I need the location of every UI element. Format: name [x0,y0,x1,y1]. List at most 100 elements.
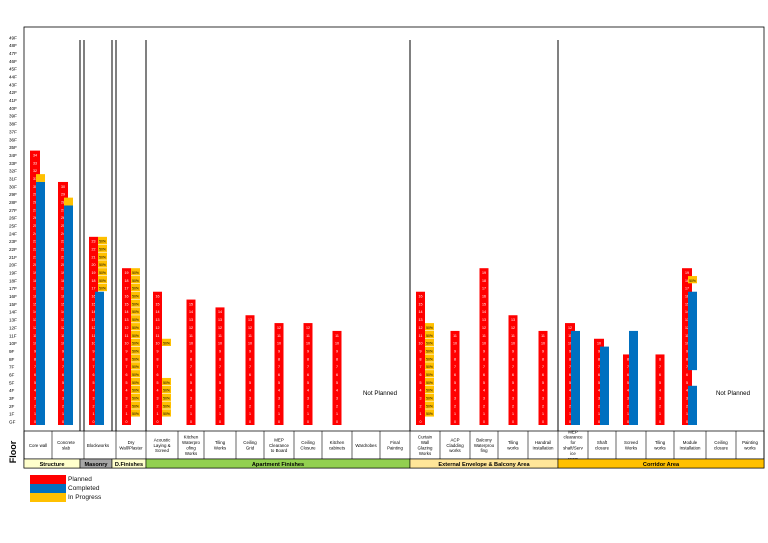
planned-floor-label: 3 [420,396,422,400]
legend-swatch-completed [30,484,66,493]
planned-floor-label: 9 [420,349,422,353]
in-progress-percent: 50% [99,240,106,244]
planned-floor-label: 4 [569,389,571,393]
planned-floor-label: 9 [454,349,456,353]
planned-floor-label: 5 [93,381,95,385]
planned-floor-label: 7 [598,365,600,369]
planned-floor-label: 12 [685,326,689,330]
completed-bar [95,291,104,425]
in-progress-cell [162,338,171,346]
planned-floor-label: 4 [93,389,95,393]
planned-bar [153,291,162,425]
legend-label-in-progress: In Progress [68,494,102,501]
category-label-line: Cladding [446,443,464,448]
group-label: Structure [40,462,65,468]
category-label-line: Blockworks [87,443,110,448]
planned-floor-label: 4 [483,389,485,393]
category-label: Acoustic Laying & Screed [153,437,171,453]
planned-floor-label: 8 [278,357,280,361]
planned-floor-label: 4 [157,389,159,393]
in-progress-cell [131,346,140,354]
in-progress-cell [688,276,697,284]
planned-floor-label: 14 [685,310,689,314]
planned-floor-label: 26 [33,216,37,220]
planned-floor-label: 12 [33,326,37,330]
legend-item-planned: Planned [30,475,101,484]
planned-floor-label: 3 [483,396,485,400]
floor-tick-label: 37F [9,129,17,134]
planned-floor-label: 13 [248,318,252,322]
planned-floor-label: 1 [686,412,688,416]
planned-bar [89,236,98,425]
in-progress-percent: 50% [132,412,139,416]
planned-floor-label: 0 [420,420,422,424]
floor-tick-label: 38F [9,122,17,127]
planned-floor-label: 9 [249,349,251,353]
planned-floor-label: 6 [336,373,338,377]
in-progress-percent: 50% [426,326,433,330]
planned-floor-label: 12 [511,326,515,330]
planned-floor-label: 13 [92,318,96,322]
category-label-line: Grid [246,446,255,451]
planned-floor-label: 1 [454,412,456,416]
planned-floor-label: 6 [420,373,422,377]
planned-floor-label: 31 [33,177,37,181]
planned-floor-label: 11 [335,334,339,338]
planned-floor-label: 15 [189,302,193,306]
planned-floor-label: 16 [482,295,486,299]
planned-floor-label: 9 [569,349,571,353]
planned-floor-label: 30 [61,185,65,189]
planned-floor-label: 6 [126,373,128,377]
planned-floor-label: 11 [685,334,689,338]
planned-floor-label: 7 [420,365,422,369]
planned-floor-label: 2 [569,404,571,408]
planned-floor-label: 12 [218,326,222,330]
in-progress-percent: 50% [132,404,139,408]
planned-floor-label: 6 [542,373,544,377]
planned-bar [682,268,692,425]
planned-floor-label: 24 [61,232,65,236]
planned-floor-label: 12 [156,326,160,330]
in-progress-percent: 50% [132,334,139,338]
planned-floor-label: 3 [454,396,456,400]
category-label-line: cabinets [329,446,346,451]
floor-tick-label: 17F [9,286,17,291]
category-label-line: Kitchen [330,440,345,445]
in-progress-cell [131,393,140,401]
category-label: Ceiling Closure [300,440,316,450]
in-progress-percent: 50% [99,279,106,283]
planned-floor-label: 4 [307,389,309,393]
category-label-line: Works [419,451,432,456]
in-progress-percent: 50% [163,396,170,400]
planned-floor-label: 3 [336,396,338,400]
in-progress-cell [98,236,107,245]
planned-floor-label: 8 [483,357,485,361]
planned-floor-label: 14 [482,310,486,314]
planned-floor-label: 32 [33,169,37,173]
planned-floor-label: 8 [627,357,629,361]
planned-floor-label: 24 [33,232,37,236]
floor-tick-label: 12F [9,325,17,330]
in-progress-cell [425,393,434,401]
in-progress-cell [131,268,140,276]
planned-floor-label: 4 [219,389,221,393]
floor-tick-label: 46F [9,59,17,64]
category-label-line: closure [714,446,729,451]
category-label: Balcony Waterproo fing [474,437,495,453]
floor-tick-label: 32F [9,169,17,174]
planned-floor-label: 7 [512,365,514,369]
planned-floor-label: 0 [569,420,571,424]
in-progress-cell [425,385,434,394]
planned-floor-label: 6 [569,373,571,377]
planned-floor-label: 8 [598,357,600,361]
planned-floor-label: 9 [34,349,36,353]
planned-floor-label: 4 [512,389,514,393]
planned-floor-label: 7 [278,365,280,369]
planned-floor-label: 11 [482,334,486,338]
planned-floor-label: 13 [482,318,486,322]
planned-floor-label: 0 [278,420,280,424]
planned-floor-label: 0 [686,420,688,424]
in-progress-percent: 50% [132,381,139,385]
planned-floor-label: 19 [685,271,689,275]
in-progress-cell [425,370,434,378]
